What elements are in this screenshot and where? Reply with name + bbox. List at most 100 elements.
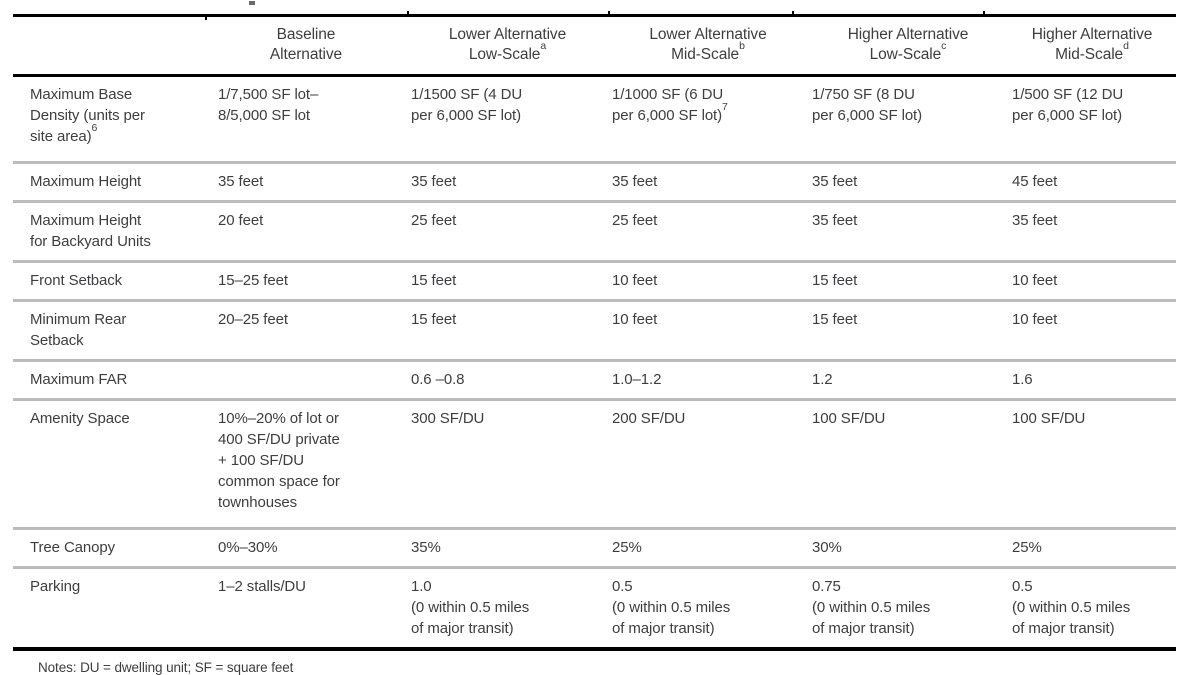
header-cell-lower-mid-scale: Lower Alternative Mid-Scaleb bbox=[608, 25, 808, 65]
table-cell: 20–25 feet bbox=[205, 302, 407, 359]
cell-text: 0.75 (0 within 0.5 miles of major transi… bbox=[812, 578, 931, 637]
row-label: Maximum Height for Backyard Units bbox=[13, 203, 205, 260]
cell-text: 1/1500 SF (4 DU per 6,000 SF lot) bbox=[411, 86, 523, 124]
table-cell: 10%–20% of lot or 400 SF/DU private + 10… bbox=[205, 401, 407, 527]
table-cell: 30% bbox=[808, 530, 1008, 566]
table-cell: 35 feet bbox=[808, 164, 1008, 200]
header-text: Higher Alternative Mid-Scale bbox=[1031, 26, 1153, 63]
table-row-max-far: Maximum FAR 0.6 –0.8 1.0–1.2 1.2 1.6 bbox=[13, 359, 1176, 398]
cell-text: 1.6 bbox=[1012, 371, 1033, 388]
table-cell: 15 feet bbox=[407, 302, 608, 359]
cell-text: 30% bbox=[812, 539, 842, 556]
column-tick bbox=[608, 11, 610, 15]
cell-text: 25 feet bbox=[411, 212, 457, 229]
table-cell: 15 feet bbox=[407, 263, 608, 299]
table-cell: 10 feet bbox=[1008, 263, 1176, 299]
header-footnote-marker: c bbox=[941, 39, 947, 52]
column-tick bbox=[205, 17, 207, 20]
table-cell: 25% bbox=[608, 530, 808, 566]
table-cell: 0%–30% bbox=[205, 530, 407, 566]
table-cell: 35 feet bbox=[407, 164, 608, 200]
table-row-min-rear-setback: Minimum Rear Setback 20–25 feet 15 feet … bbox=[13, 299, 1176, 359]
cell-text: 1/750 SF (8 DU per 6,000 SF lot) bbox=[812, 86, 923, 124]
cell-text: 35 feet bbox=[612, 173, 658, 190]
cell-text: 45 feet bbox=[1012, 173, 1058, 190]
alternatives-comparison-table: Baseline Alternative Lower Alternative L… bbox=[13, 11, 1176, 675]
cell-text: 100 SF/DU bbox=[1012, 410, 1086, 427]
cell-text: 200 SF/DU bbox=[612, 410, 686, 427]
cell-text: 1/7,500 SF lot– 8/5,000 SF lot bbox=[218, 86, 319, 124]
table-cell: 15 feet bbox=[808, 302, 1008, 359]
table-row-tree-canopy: Tree Canopy 0%–30% 35% 25% 30% 25% bbox=[13, 527, 1176, 566]
table-top-rule bbox=[13, 11, 1176, 20]
cell-text: 35 feet bbox=[218, 173, 264, 190]
table-row-amenity-space: Amenity Space 10%–20% of lot or 400 SF/D… bbox=[13, 398, 1176, 527]
cell-text: 35 feet bbox=[812, 173, 858, 190]
table-cell: 10 feet bbox=[608, 302, 808, 359]
cell-text: 0.6 –0.8 bbox=[411, 371, 465, 388]
cell-footnote-marker: 7 bbox=[722, 101, 728, 113]
cell-text: 1.2 bbox=[812, 371, 833, 388]
column-tick bbox=[407, 11, 409, 15]
table-cell: 300 SF/DU bbox=[407, 401, 608, 527]
cell-text: Amenity Space bbox=[30, 410, 130, 427]
cell-text: 15 feet bbox=[812, 272, 858, 289]
table-notes: Notes: DU = dwelling unit; SF = square f… bbox=[38, 660, 294, 675]
table-cell: 15 feet bbox=[808, 263, 1008, 299]
header-cell-baseline: Baseline Alternative bbox=[205, 25, 407, 65]
table-cell: 10 feet bbox=[608, 263, 808, 299]
table-cell: 10 feet bbox=[1008, 302, 1176, 359]
row-label: Front Setback bbox=[13, 263, 205, 299]
cell-text: 10 feet bbox=[612, 272, 658, 289]
column-tick bbox=[792, 11, 794, 15]
header-cell-higher-low-scale: Higher Alternative Low-Scalec bbox=[808, 25, 1008, 65]
cell-text: 25% bbox=[612, 539, 642, 556]
table-cell: 25% bbox=[1008, 530, 1176, 566]
cell-text: 1/1000 SF (6 DU per 6,000 SF lot) bbox=[612, 86, 724, 124]
header-text: Lower Alternative Low-Scale bbox=[448, 26, 567, 63]
cell-text: 15 feet bbox=[812, 311, 858, 328]
header-footnote-marker: a bbox=[540, 39, 547, 52]
table-cell: 25 feet bbox=[608, 203, 808, 260]
table-cell: 1.0 (0 within 0.5 miles of major transit… bbox=[407, 569, 608, 647]
row-label: Amenity Space bbox=[13, 401, 205, 527]
cell-text: 0.5 (0 within 0.5 miles of major transit… bbox=[612, 578, 731, 637]
cell-text: Front Setback bbox=[30, 272, 123, 289]
cell-text: 25% bbox=[1012, 539, 1042, 556]
cell-text: 300 SF/DU bbox=[411, 410, 485, 427]
cell-text: 35 feet bbox=[411, 173, 457, 190]
cropped-text-artifact bbox=[249, 1, 255, 5]
cell-text: 25 feet bbox=[612, 212, 658, 229]
header-footnote-marker: b bbox=[739, 39, 745, 52]
table-body: Maximum Base Density (units per site are… bbox=[13, 77, 1176, 651]
row-label: Maximum Base Density (units per site are… bbox=[13, 77, 205, 161]
row-label: Minimum Rear Setback bbox=[13, 302, 205, 359]
table-row-max-height: Maximum Height 35 feet 35 feet 35 feet 3… bbox=[13, 161, 1176, 200]
cell-text: 10 feet bbox=[612, 311, 658, 328]
cell-text: 15–25 feet bbox=[218, 272, 288, 289]
table-cell: 1/750 SF (8 DU per 6,000 SF lot) bbox=[808, 77, 1008, 161]
table-cell bbox=[205, 362, 407, 398]
table-cell: 0.5 (0 within 0.5 miles of major transit… bbox=[608, 569, 808, 647]
cell-text: 20 feet bbox=[218, 212, 264, 229]
header-footnote-marker: d bbox=[1123, 39, 1129, 52]
table-cell: 25 feet bbox=[407, 203, 608, 260]
table-cell: 0.5 (0 within 0.5 miles of major transit… bbox=[1008, 569, 1176, 647]
table-cell: 15–25 feet bbox=[205, 263, 407, 299]
table-cell: 35 feet bbox=[205, 164, 407, 200]
cell-text: 100 SF/DU bbox=[812, 410, 886, 427]
table-cell: 1.2 bbox=[808, 362, 1008, 398]
cell-text: 1.0–1.2 bbox=[612, 371, 662, 388]
table-cell: 1/1500 SF (4 DU per 6,000 SF lot) bbox=[407, 77, 608, 161]
table-cell: 1/500 SF (12 DU per 6,000 SF lot) bbox=[1008, 77, 1176, 161]
table-cell: 1.6 bbox=[1008, 362, 1176, 398]
row-label: Maximum FAR bbox=[13, 362, 205, 398]
header-cell-lower-low-scale: Lower Alternative Low-Scalea bbox=[407, 25, 608, 65]
cell-text: Maximum Height bbox=[30, 173, 142, 190]
cell-text: Maximum Base Density (units per site are… bbox=[30, 86, 145, 145]
table-cell: 35% bbox=[407, 530, 608, 566]
table-row-max-height-backyard: Maximum Height for Backyard Units 20 fee… bbox=[13, 200, 1176, 260]
table-row-parking: Parking 1–2 stalls/DU 1.0 (0 within 0.5 … bbox=[13, 566, 1176, 647]
table-row-max-base-density: Maximum Base Density (units per site are… bbox=[13, 77, 1176, 161]
cell-text: 35% bbox=[411, 539, 441, 556]
